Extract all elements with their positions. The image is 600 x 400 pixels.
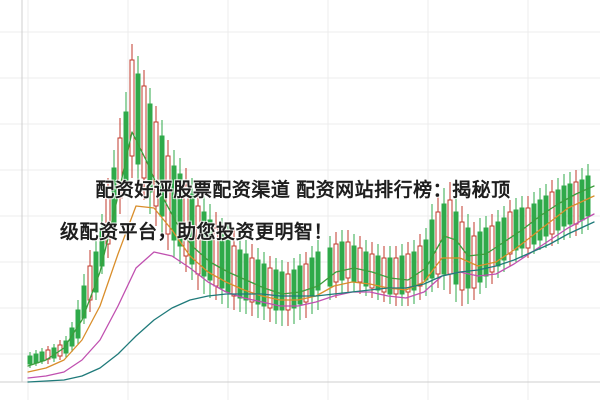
ma-line-green xyxy=(27,131,595,367)
ma-line-magenta xyxy=(27,213,595,379)
candlestick-series xyxy=(27,44,591,368)
ma-line-teal xyxy=(27,221,595,383)
ma-line-orange xyxy=(27,195,595,373)
axis-baseline xyxy=(0,0,600,383)
moving-average-lines xyxy=(27,131,595,383)
